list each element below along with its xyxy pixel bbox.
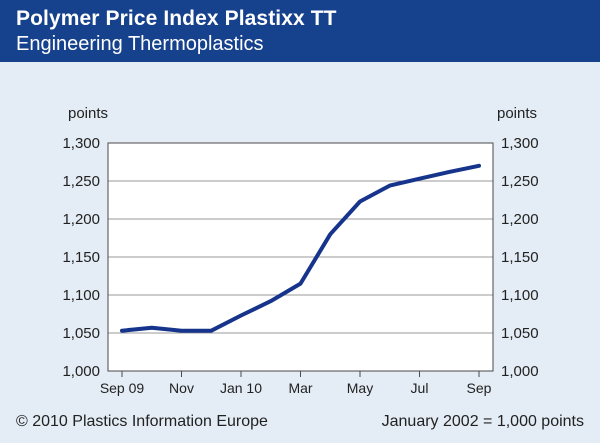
y-tick-label-right: 1,000 — [501, 363, 539, 380]
series-layer — [120, 163, 481, 333]
gridlines — [108, 143, 493, 371]
x-tick-label: Jul — [411, 380, 429, 396]
x-tick-label: Jan 10 — [220, 380, 262, 396]
y-tick-label-right: 1,050 — [501, 325, 539, 342]
index-base-note: January 2002 = 1,000 points — [381, 413, 584, 430]
y-tick-label-left: 1,150 — [62, 249, 100, 266]
line-chart: 1,000 1,000 1,050 1,050 1,100 1,100 1,150 1,150… — [62, 105, 538, 396]
y-tick-label-right: 1,200 — [501, 211, 539, 228]
y-tick-label-left: 1,200 — [62, 211, 100, 228]
chart-header: Polymer Price Index Plastixx TT Engineer… — [0, 0, 600, 62]
y-axis-label-left: points — [68, 105, 108, 122]
y-tick-label-left: 1,000 — [62, 363, 100, 380]
x-tick-label: May — [347, 380, 373, 396]
x-tick-label: Mar — [288, 380, 312, 396]
y-tick-label-left: 1,250 — [62, 173, 100, 190]
y-tick-label-right: 1,250 — [501, 173, 539, 190]
chart-title: Polymer Price Index Plastixx TT — [16, 7, 337, 30]
x-tick-label: Sep 09 — [100, 380, 145, 396]
x-tick-label: Nov — [169, 380, 194, 396]
y-axis-label-right: points — [497, 105, 537, 122]
x-axis-ticks: Sep 09 Nov Jan 10 Mar May Jul Sep — [100, 371, 492, 396]
y-tick-label-left: 1,050 — [62, 325, 100, 342]
y-axis-ticks: 1,000 1,000 1,050 1,050 1,100 1,100 1,150 1,150… — [62, 135, 538, 380]
copyright-note: © 2010 Plastics Information Europe — [16, 413, 268, 430]
y-tick-label-right: 1,300 — [501, 135, 539, 152]
x-tick-label: Sep — [467, 380, 492, 396]
y-tick-label-left: 1,300 — [62, 135, 100, 152]
chart-subtitle: Engineering Thermoplastics — [16, 33, 264, 55]
y-tick-label-left: 1,100 — [62, 287, 100, 304]
y-tick-label-right: 1,100 — [501, 287, 539, 304]
index-series-line — [120, 163, 481, 333]
y-tick-label-right: 1,150 — [501, 249, 539, 266]
